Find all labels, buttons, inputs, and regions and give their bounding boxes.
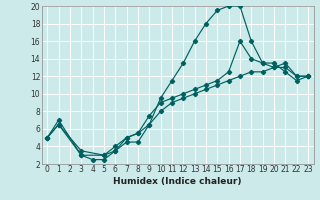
X-axis label: Humidex (Indice chaleur): Humidex (Indice chaleur) [113, 177, 242, 186]
